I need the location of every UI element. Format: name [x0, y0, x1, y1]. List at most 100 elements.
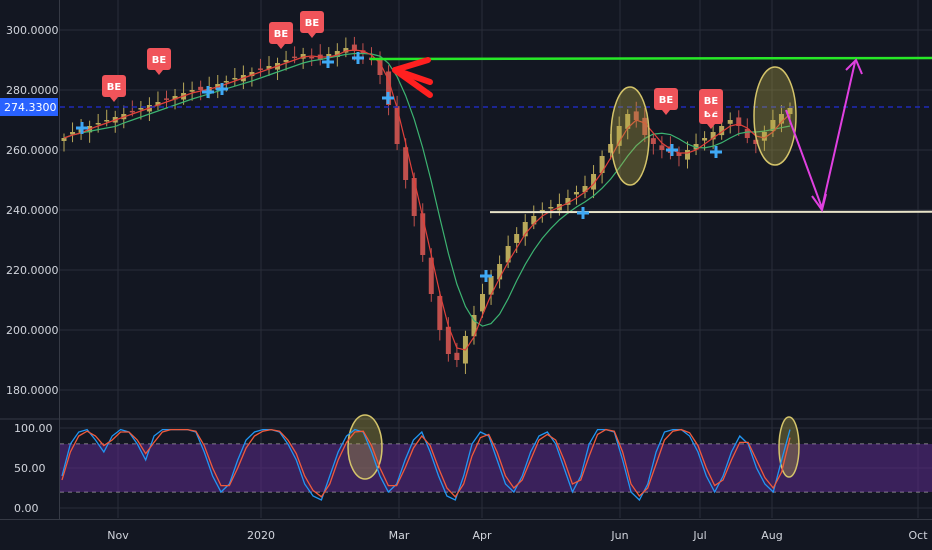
- y-tick-label: 220.0000: [6, 264, 59, 277]
- be-label-box: [102, 75, 126, 97]
- candle-body: [394, 106, 400, 144]
- x-tick-label: 2020: [247, 529, 275, 542]
- candle-body: [326, 54, 332, 58]
- be-label-pointer: [110, 97, 118, 102]
- be-label-pointer: [155, 70, 163, 75]
- stoch-tick-label: 100.00: [14, 422, 53, 435]
- be-label-text: BE: [152, 55, 167, 66]
- stochastic-lines: [61, 428, 791, 502]
- be-label-text: BE: [305, 18, 320, 29]
- candle-body: [163, 98, 169, 100]
- candle-body: [591, 174, 597, 190]
- resistance-line: [369, 56, 932, 61]
- y-tick-label: 180.0000: [6, 384, 59, 397]
- levels: [60, 56, 932, 214]
- stoch-highlight-ellipse: [347, 414, 383, 480]
- candle-body: [155, 102, 161, 106]
- be-label-text: BE: [704, 96, 719, 107]
- be-label-text: BE: [274, 29, 289, 40]
- y-axis: 300.0000 280.0000 260.0000 240.0000 220.0000…: [0, 24, 59, 515]
- candle-body: [386, 71, 392, 105]
- candle-body: [770, 120, 776, 132]
- red-arrow-shaft: [392, 67, 433, 85]
- candle-body: [309, 56, 315, 59]
- candle-body: [753, 139, 759, 144]
- candle-body: [582, 186, 588, 193]
- candle-body: [497, 264, 503, 280]
- candle-body: [719, 126, 725, 136]
- x-tick-label: Aug: [761, 529, 782, 542]
- candle-body: [599, 156, 605, 173]
- candle-body: [411, 178, 417, 216]
- candle-body: [198, 86, 204, 90]
- moving-averages: [63, 49, 791, 351]
- candles: [61, 36, 793, 374]
- be-label-pointer: [707, 124, 715, 129]
- be-label-pointer: [277, 44, 285, 49]
- stochastic-band: [60, 444, 932, 492]
- be-label-box: [699, 89, 723, 111]
- candle-body: [104, 120, 110, 122]
- candle-body: [343, 48, 349, 53]
- highlight-ellipse: [753, 66, 797, 166]
- candle-body: [659, 145, 665, 150]
- be-label-pointer: [707, 111, 715, 116]
- candle-body: [608, 144, 614, 153]
- x-tick-label: Oct: [908, 529, 928, 542]
- y-tick-label: 200.0000: [6, 324, 59, 337]
- annotations: BEBEBEBEBEBEBE: [76, 11, 863, 480]
- candle-body: [334, 51, 340, 58]
- candle-body: [437, 296, 443, 330]
- candle-body: [300, 54, 306, 59]
- candle-body: [189, 90, 195, 92]
- candle-body: [249, 72, 255, 77]
- candle-body: [95, 123, 101, 125]
- projection-arrowhead-down: [811, 193, 827, 213]
- price-tag-box: [0, 98, 58, 117]
- candle-body: [129, 110, 135, 113]
- candle-body: [616, 126, 622, 146]
- candle-body: [488, 276, 494, 295]
- candle-body: [428, 257, 434, 294]
- candle-body: [480, 294, 486, 312]
- candle-body: [70, 132, 76, 135]
- x-tick-label: Apr: [472, 529, 492, 542]
- x-axis: Nov 2020 Mar Apr Jun Jul Aug Oct: [107, 529, 928, 542]
- x-tick-label: Mar: [389, 529, 410, 542]
- candle-body: [283, 60, 289, 63]
- candle-body: [727, 120, 733, 124]
- ma-fast-line: [63, 49, 791, 351]
- candle-body: [573, 192, 579, 195]
- candle-body: [565, 198, 571, 205]
- y-tick-label: 240.0000: [6, 204, 59, 217]
- candle-body: [531, 216, 537, 225]
- be-label-pointer: [662, 110, 670, 115]
- projection-arrow: [785, 61, 856, 212]
- candle-body: [360, 50, 366, 54]
- candle-body: [514, 234, 520, 243]
- be-label-pointer: [308, 33, 316, 38]
- candle-body: [505, 246, 511, 263]
- candle-body: [685, 150, 691, 160]
- candle-body: [292, 56, 298, 59]
- be-label-text: BE: [659, 95, 674, 106]
- candle-body: [172, 96, 178, 100]
- candle-body: [445, 326, 451, 354]
- x-tick-label: Jul: [692, 529, 706, 542]
- candle-body: [420, 213, 426, 255]
- y-tick-label: 260.0000: [6, 144, 59, 157]
- candle-body: [138, 108, 144, 110]
- candle-body: [266, 66, 272, 69]
- be-label-text: BE: [107, 82, 122, 93]
- be-label-box: [654, 88, 678, 110]
- price-tag-label: 274.3300: [4, 101, 57, 114]
- candle-body: [377, 59, 383, 75]
- highlight-ellipse: [610, 86, 650, 186]
- ma-slow-line: [63, 52, 791, 327]
- y-tick-label: 300.0000: [6, 24, 59, 37]
- candle-body: [548, 207, 554, 209]
- x-tick-label: Nov: [107, 529, 129, 542]
- stoch-d-line: [61, 428, 791, 498]
- candle-body: [522, 222, 528, 237]
